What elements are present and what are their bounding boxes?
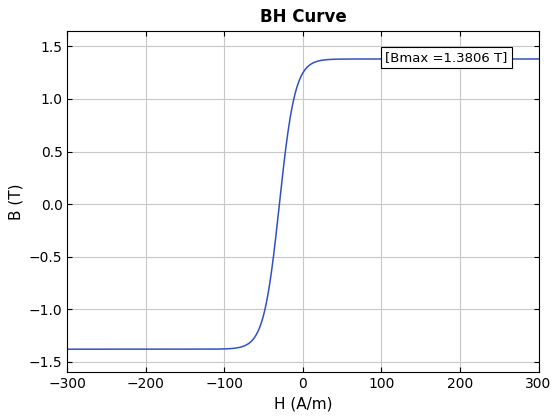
- X-axis label: H (A/m): H (A/m): [274, 396, 332, 412]
- Text: [Bmax =1.3806 T]: [Bmax =1.3806 T]: [385, 51, 508, 64]
- Title: BH Curve: BH Curve: [260, 8, 346, 26]
- Y-axis label: B (T): B (T): [8, 183, 24, 220]
